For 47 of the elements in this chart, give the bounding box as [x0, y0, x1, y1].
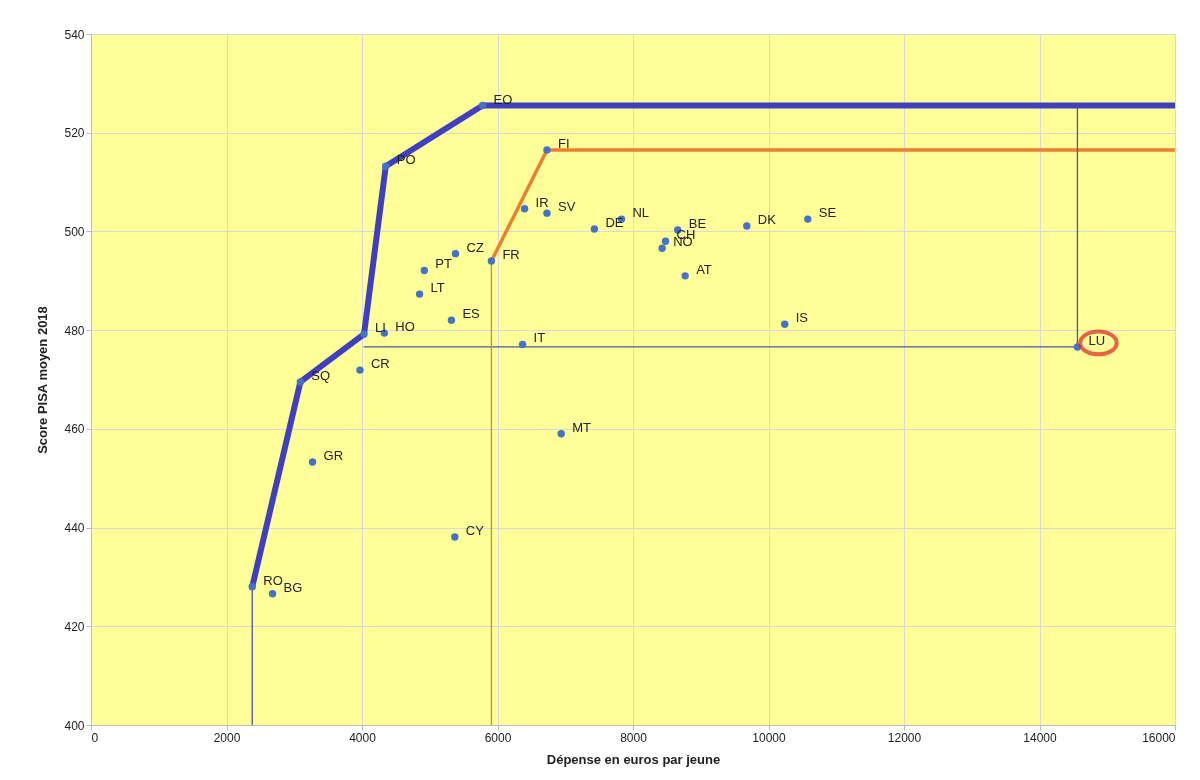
x-tick-label: 4000 [349, 730, 377, 745]
y-tick-label: 440 [64, 521, 85, 536]
annotation: SV [557, 199, 576, 215]
x-tick-label: 14000 [1023, 730, 1058, 745]
annotation: GR [323, 447, 344, 463]
annotation: IT [533, 330, 546, 346]
annotation: SE [818, 205, 837, 221]
annotation: EO [493, 91, 513, 107]
annotation: NL [632, 205, 650, 221]
annotation: CR [370, 356, 390, 372]
annotation: PT [435, 256, 452, 272]
y-tick-label: 520 [64, 126, 85, 141]
annotation: IS [795, 310, 809, 326]
annotation: ES [462, 306, 481, 322]
annotation: DK [757, 212, 777, 227]
annotation: CY [465, 522, 485, 538]
annotation: FR [502, 247, 520, 263]
annotation: CZ [466, 239, 484, 255]
annotation: IR [535, 194, 549, 210]
annotation: FI [557, 135, 570, 151]
annotation: AT [696, 261, 712, 277]
x-tick-label: 10000 [752, 730, 787, 745]
annotation: SQ [311, 367, 331, 383]
annotation: MT [572, 419, 592, 435]
annotation: LI [375, 320, 386, 336]
x-tick-label: 6000 [484, 730, 512, 745]
y-tick-label: 400 [64, 718, 85, 733]
y-tick-label: 480 [64, 323, 85, 338]
annotation: BG [283, 579, 303, 595]
y-tick-label: 500 [64, 224, 85, 239]
y-tick-label: 540 [64, 27, 85, 42]
x-tick-label: 2000 [213, 730, 241, 745]
x-tick-label: 12000 [887, 730, 922, 745]
x-tick-label: 0 [91, 730, 99, 745]
x-tick-label: 16000 [1142, 730, 1176, 745]
y-tick-label: 460 [64, 422, 85, 437]
annotation: LU [1088, 332, 1106, 348]
x-tick-label: 8000 [620, 730, 648, 745]
y-tick-label: 420 [64, 619, 85, 634]
annotation: BE [688, 215, 707, 231]
annotation: RO [263, 572, 283, 588]
y-axis-title: Score PISA moyen 2018 [35, 306, 51, 454]
annotation: LT [430, 280, 445, 296]
annotation: HO [395, 319, 415, 335]
annotation: DE [605, 214, 624, 230]
x-axis-title: Dépense en euros par jeune [546, 751, 721, 767]
annotation: PO [396, 152, 416, 168]
